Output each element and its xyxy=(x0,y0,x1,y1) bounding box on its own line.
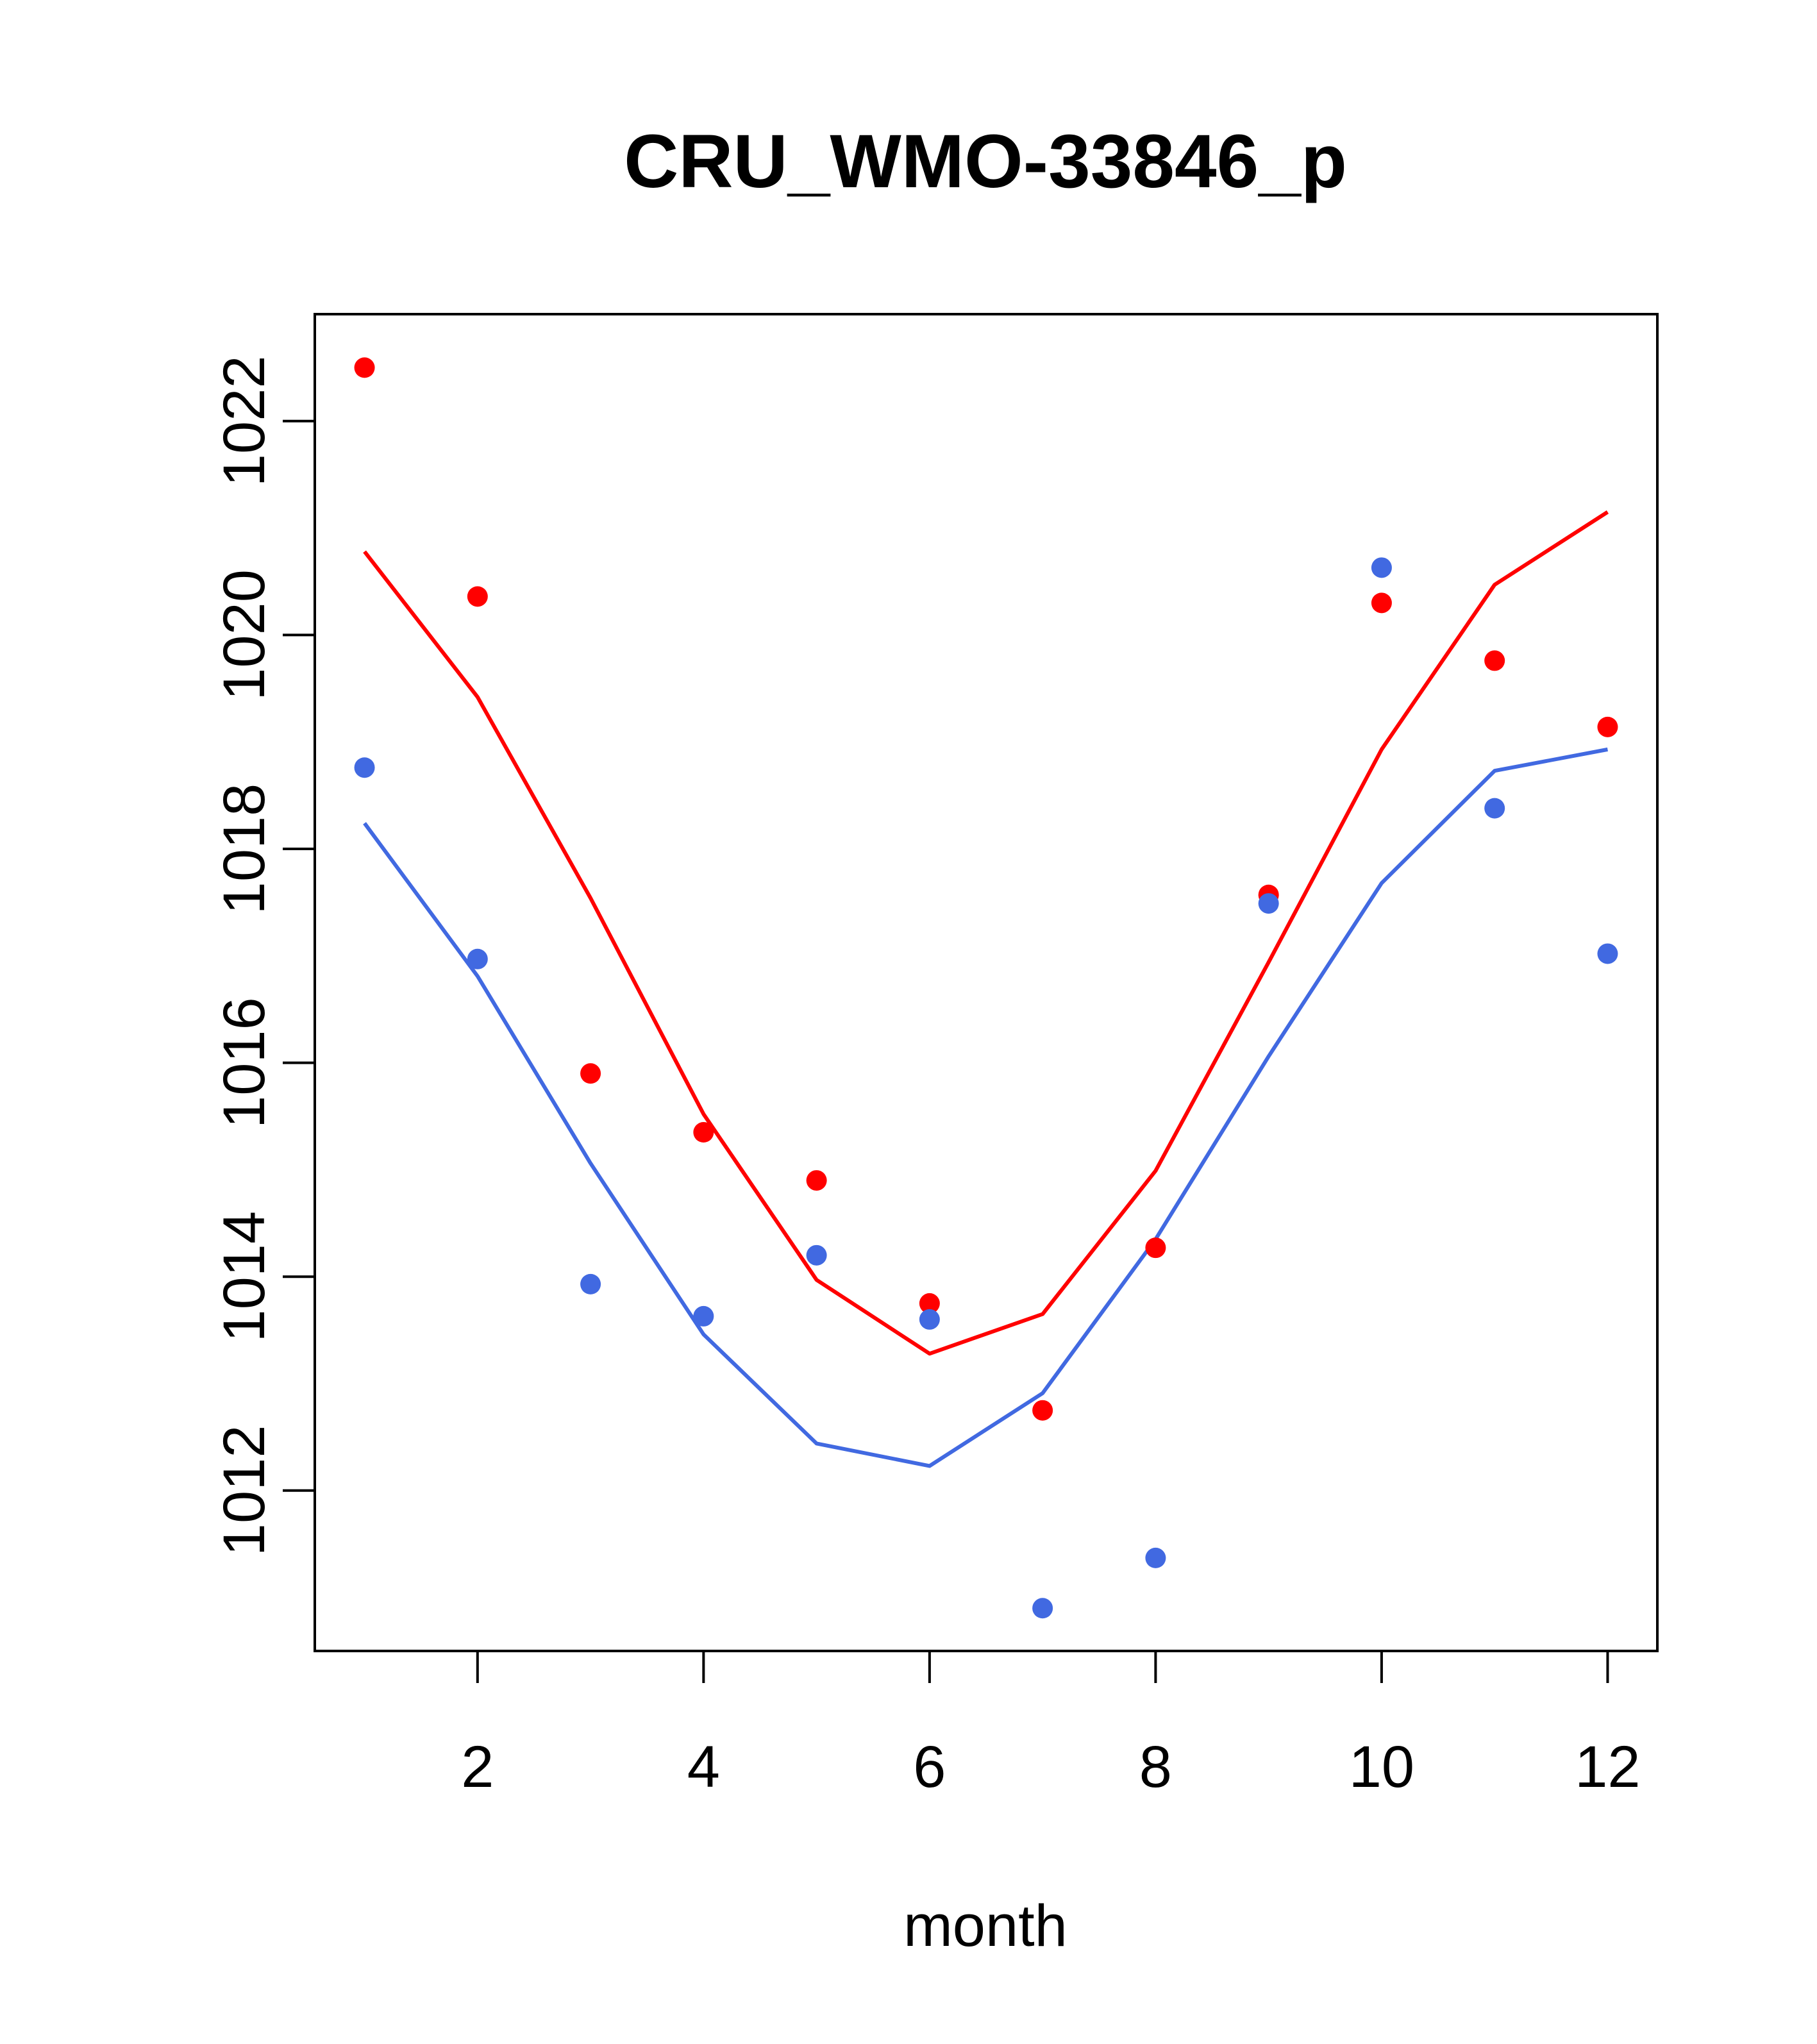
blue-point xyxy=(1032,1598,1053,1619)
blue-point xyxy=(806,1244,827,1266)
y-tick-label: 1012 xyxy=(212,1425,277,1556)
red-point xyxy=(919,1293,940,1314)
red-point xyxy=(806,1170,827,1191)
x-tick-label: 4 xyxy=(687,1734,720,1800)
blue-point xyxy=(354,757,375,778)
blue-point xyxy=(1371,557,1392,578)
y-tick-label: 1014 xyxy=(212,1211,277,1343)
x-tick-label: 2 xyxy=(461,1734,494,1800)
blue-point xyxy=(919,1309,940,1330)
plot-frame xyxy=(314,313,1659,1652)
red-point xyxy=(354,357,375,378)
x-tick-label: 10 xyxy=(1349,1734,1414,1800)
x-tick-label: 6 xyxy=(913,1734,946,1800)
y-tick-label: 1022 xyxy=(212,355,277,487)
blue-point xyxy=(1484,798,1505,819)
blue-point xyxy=(1145,1547,1166,1568)
y-tick-label: 1020 xyxy=(212,569,277,701)
chart-title: CRU_WMO-33846_p xyxy=(624,119,1347,204)
y-tick-label: 1018 xyxy=(212,783,277,915)
red-point xyxy=(1032,1400,1053,1421)
x-tick-label: 8 xyxy=(1139,1734,1172,1800)
blue-point xyxy=(693,1305,714,1327)
y-axis: 1012 1014 1016 1018 1020 1022 xyxy=(212,355,316,1556)
x-axis-label: month xyxy=(903,1893,1068,1959)
blue-line xyxy=(363,747,1609,1468)
red-line xyxy=(363,510,1609,1356)
red-point xyxy=(1145,1237,1166,1259)
blue-point xyxy=(467,948,488,969)
red-point xyxy=(1371,592,1392,614)
red-point xyxy=(467,586,488,607)
blue-point xyxy=(1258,893,1279,914)
x-axis: 2 4 6 8 10 12 xyxy=(461,1650,1641,1800)
red-point xyxy=(580,1063,601,1084)
y-tick-label: 1016 xyxy=(212,997,277,1128)
blue-point xyxy=(1597,943,1618,964)
series-layer xyxy=(354,357,1618,1619)
x-tick-label: 12 xyxy=(1575,1734,1640,1800)
red-point xyxy=(1484,650,1505,671)
red-point xyxy=(1597,716,1618,737)
blue-point xyxy=(580,1273,601,1294)
red-point xyxy=(693,1122,714,1143)
